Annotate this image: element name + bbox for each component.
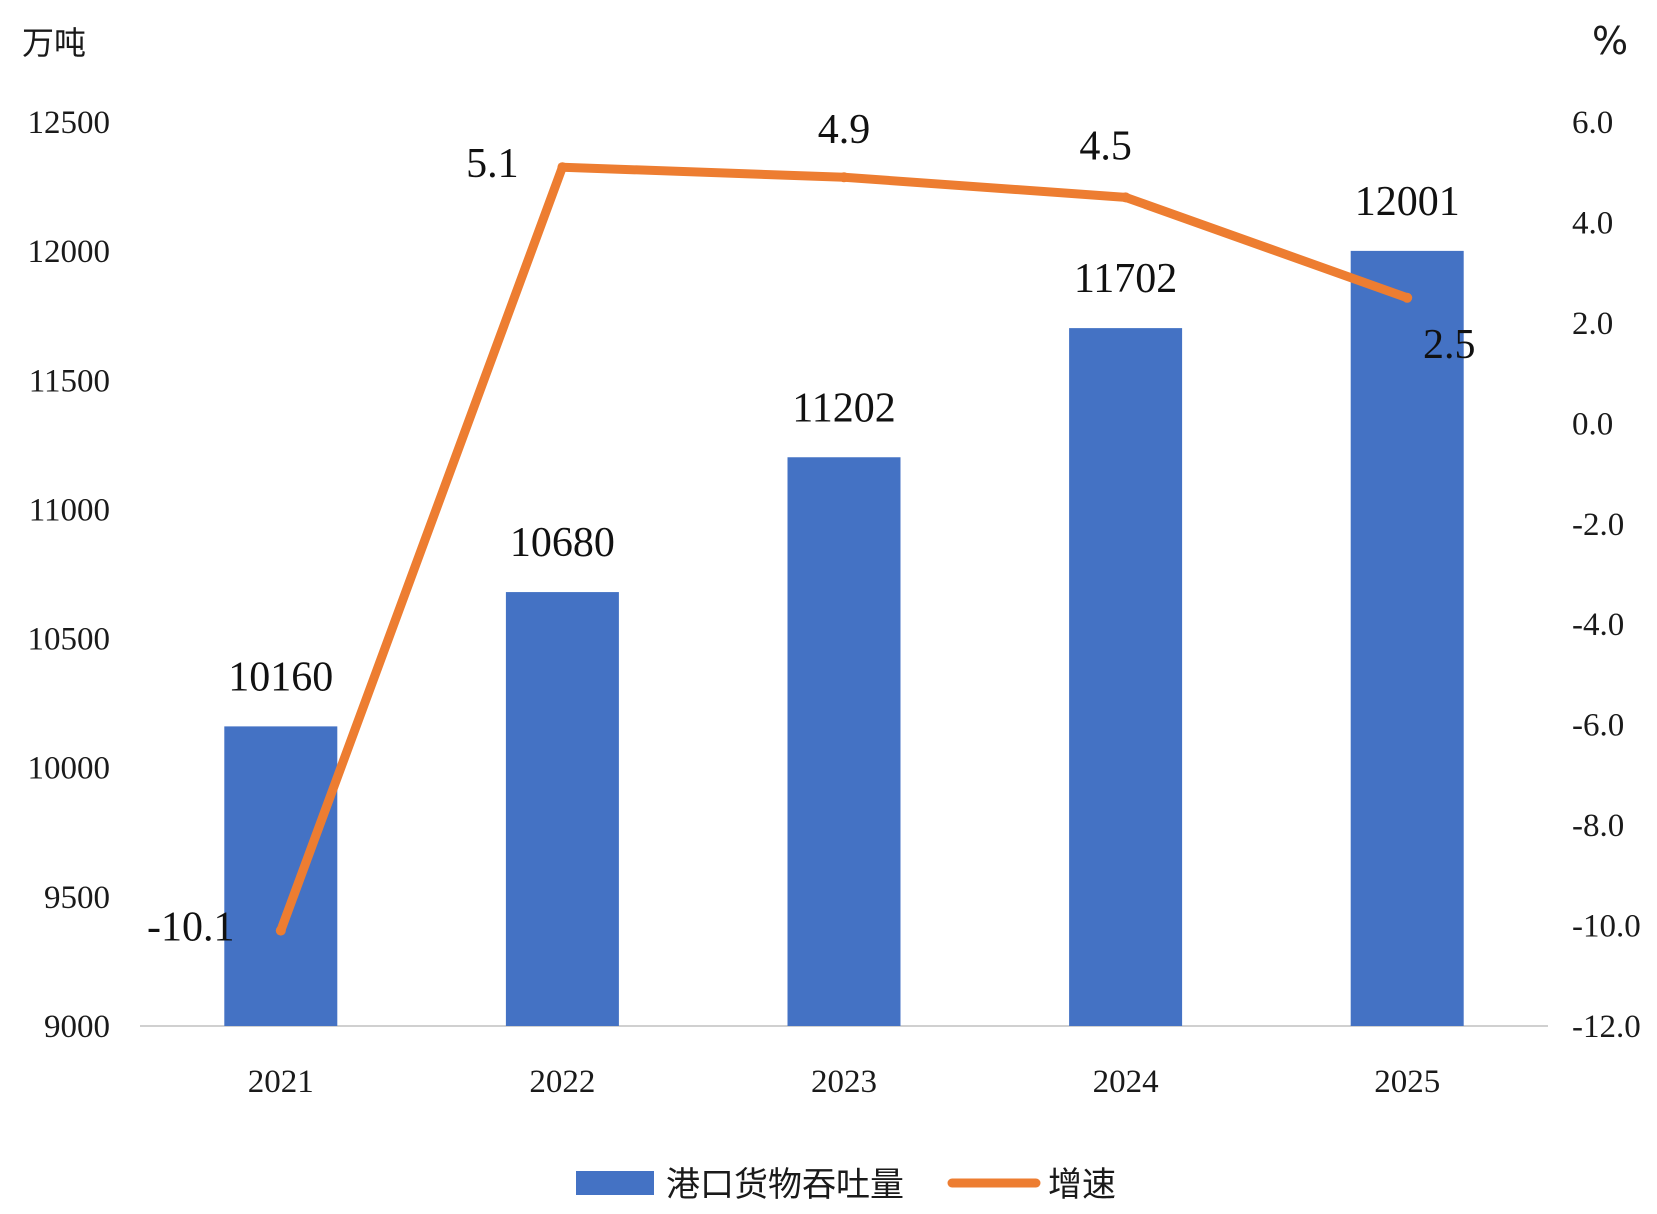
left-tick-label: 12000 bbox=[28, 234, 111, 270]
bar bbox=[787, 457, 901, 1026]
bar-series bbox=[224, 250, 1464, 1026]
left-tick-label: 10500 bbox=[28, 622, 111, 658]
bar-value-labels: 10160 10680 11202 11702 12001 bbox=[228, 179, 1459, 701]
left-tick-label: 11000 bbox=[29, 492, 110, 528]
line-point bbox=[839, 172, 849, 183]
right-tick-label: -6.0 bbox=[1572, 708, 1624, 744]
bar-value-label: 11702 bbox=[1074, 256, 1177, 302]
line-value-label: -10.1 bbox=[147, 905, 235, 951]
right-axis-ticks: -12.0 -10.0 -8.0 -6.0 -4.0 -2.0 0.0 2.0 4.0 6.0 bbox=[1572, 105, 1641, 1045]
legend-swatch-bar bbox=[576, 1171, 654, 1195]
right-tick-label: 2.0 bbox=[1572, 306, 1613, 342]
line-value-label: 4.5 bbox=[1079, 123, 1132, 169]
right-axis-unit: % bbox=[1592, 19, 1628, 63]
left-axis-unit: 万吨 bbox=[22, 24, 86, 62]
right-tick-label: -12.0 bbox=[1572, 1009, 1641, 1045]
bar-value-label: 11202 bbox=[792, 385, 895, 431]
right-tick-label: -2.0 bbox=[1572, 507, 1624, 543]
line-value-labels: -10.1 5.1 4.9 4.5 2.5 bbox=[147, 107, 1475, 950]
line-value-label: 5.1 bbox=[466, 141, 519, 187]
bar bbox=[1069, 328, 1183, 1026]
right-tick-label: 4.0 bbox=[1572, 205, 1613, 241]
line-value-label: 4.9 bbox=[818, 107, 871, 153]
x-tick-label: 2021 bbox=[248, 1064, 314, 1100]
bar-value-label: 10680 bbox=[510, 520, 615, 566]
right-tick-label: 0.0 bbox=[1572, 406, 1613, 442]
x-tick-label: 2022 bbox=[529, 1064, 595, 1100]
left-axis-ticks: 9000 9500 10000 10500 11000 11500 12000 12500 bbox=[28, 105, 111, 1045]
bar-value-label: 10160 bbox=[228, 654, 333, 700]
line-point bbox=[1120, 192, 1131, 203]
x-tick-label: 2024 bbox=[1093, 1064, 1159, 1100]
x-tick-label: 2023 bbox=[811, 1064, 877, 1100]
bar-value-label: 12001 bbox=[1355, 179, 1460, 225]
left-tick-label: 9000 bbox=[44, 1009, 110, 1045]
left-tick-label: 9500 bbox=[44, 880, 110, 916]
right-tick-label: -10.0 bbox=[1572, 909, 1641, 945]
right-tick-label: -8.0 bbox=[1572, 808, 1624, 844]
legend-label-bar: 港口货物吞吐量 bbox=[666, 1165, 904, 1205]
right-tick-label: 6.0 bbox=[1572, 105, 1613, 141]
bar bbox=[505, 592, 619, 1026]
bar bbox=[1350, 250, 1464, 1026]
bar bbox=[224, 726, 338, 1026]
line-point bbox=[557, 162, 568, 173]
x-tick-label: 2025 bbox=[1374, 1064, 1440, 1100]
line-point bbox=[1402, 292, 1413, 303]
left-tick-label: 11500 bbox=[29, 363, 110, 399]
legend: 港口货物吞吐量 增速 bbox=[576, 1165, 1116, 1205]
line-series bbox=[275, 162, 1413, 936]
x-axis-ticks: 2021 2022 2023 2024 2025 bbox=[248, 1064, 1440, 1100]
left-tick-label: 10000 bbox=[28, 751, 111, 787]
line-value-label: 2.5 bbox=[1423, 322, 1476, 368]
left-tick-label: 12500 bbox=[28, 105, 111, 141]
line-point bbox=[275, 925, 286, 936]
legend-label-line: 增速 bbox=[1048, 1165, 1116, 1205]
right-tick-label: -4.0 bbox=[1572, 607, 1624, 643]
